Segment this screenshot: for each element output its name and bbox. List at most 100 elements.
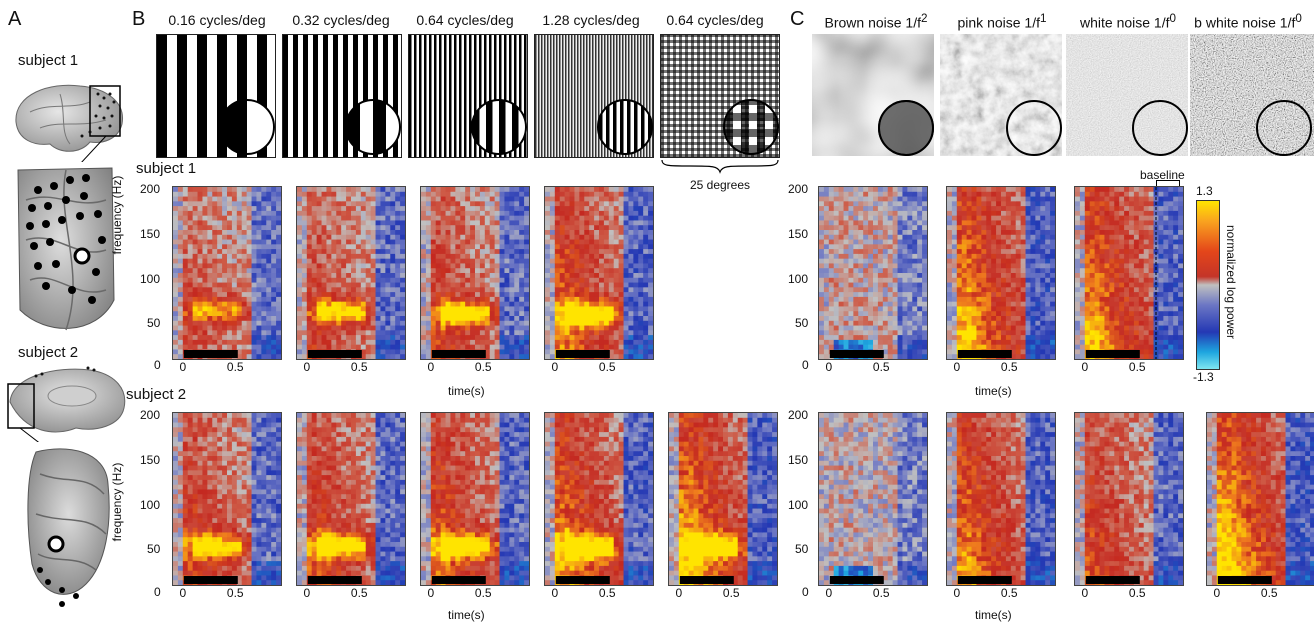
- spectrogram-cell: [207, 234, 213, 241]
- spectrogram-cell: [643, 330, 649, 336]
- spectrogram-cell: [897, 206, 904, 212]
- spectrogram-cell: [966, 320, 973, 327]
- spectrogram-cell: [202, 339, 208, 346]
- spectrogram-cell: [276, 320, 281, 327]
- spectrogram-cell: [1015, 201, 1022, 207]
- spectrogram-cell: [976, 206, 982, 212]
- spectrogram-cell: [868, 301, 874, 308]
- spectrogram-cell: [261, 349, 267, 355]
- spectrogram-cell: [564, 301, 571, 308]
- spectrogram-cell: [623, 277, 630, 284]
- spectrogram-cell: [435, 330, 442, 336]
- spectrogram-cell: [351, 191, 357, 198]
- spectrogram-cell: [966, 191, 973, 198]
- spectrogram-cell: [355, 335, 362, 341]
- spectrogram-cell: [182, 320, 189, 327]
- spectrogram-cell: [514, 201, 520, 207]
- spectrogram-cell: [843, 225, 850, 231]
- spectrogram-cell: [545, 187, 551, 193]
- spectrogram-cell: [321, 187, 328, 193]
- spectrogram-cell: [489, 220, 496, 226]
- spectrogram-cell: [494, 296, 501, 303]
- spectrogram-cell: [519, 282, 525, 288]
- spectrogram-cell: [499, 201, 506, 207]
- spectrogram-cell: [509, 234, 515, 241]
- spectrogram-cell: [301, 253, 308, 260]
- spectrogram-cell: [450, 249, 456, 255]
- spectrogram-cell: [1010, 296, 1017, 303]
- spectrogram-cell: [231, 316, 238, 322]
- spectrogram-cell: [509, 215, 515, 222]
- spectrogram-cell: [603, 244, 610, 250]
- spectrogram-cell: [956, 316, 963, 322]
- spectrogram-cell: [212, 273, 218, 279]
- spectrogram-cell: [316, 306, 323, 312]
- spectrogram-cell: [1040, 206, 1046, 212]
- spectrogram-cell: [1075, 234, 1081, 241]
- spectrogram-cell: [261, 239, 267, 245]
- spectrogram-cell: [380, 263, 386, 269]
- spectrogram-cell: [494, 301, 501, 308]
- spectrogram-cell: [227, 206, 233, 212]
- spectrogram-cell: [236, 201, 243, 207]
- spectrogram-cell: [331, 249, 337, 255]
- spectrogram-cell: [623, 344, 630, 351]
- spectrogram-cell: [207, 277, 213, 284]
- spectrogram-cell: [519, 234, 525, 241]
- spectrogram-cell: [897, 249, 904, 255]
- spectrogram-cell: [336, 225, 342, 231]
- spectrogram-cell: [365, 210, 372, 217]
- spectrogram-cell: [603, 311, 610, 317]
- spectrogram-cell: [360, 306, 367, 312]
- spectrogram-cell: [1089, 249, 1096, 255]
- spectrogram-cell: [311, 263, 318, 269]
- spectrogram-cell: [385, 325, 391, 331]
- spectrogram-cell: [355, 220, 362, 226]
- spectrogram-cell: [838, 268, 845, 274]
- spectrogram-cell: [564, 225, 571, 231]
- spectrogram-cell: [594, 196, 600, 202]
- spectrogram-cell: [504, 325, 510, 331]
- spectrogram-cell: [390, 268, 396, 274]
- spectrogram-cell: [499, 330, 506, 336]
- spectrogram-cell: [227, 215, 233, 222]
- spectrogram-cell: [494, 268, 501, 274]
- spectrogram-cell: [207, 258, 213, 265]
- spectrogram-cell: [177, 277, 184, 284]
- spectrogram-cell: [182, 187, 189, 193]
- spectrogram-cell: [271, 325, 277, 331]
- spectrogram-cell: [603, 316, 610, 322]
- spectrogram-cell: [1050, 268, 1055, 274]
- spectrogram-cell: [504, 249, 510, 255]
- spectrogram-cell: [380, 210, 386, 217]
- spectrogram-cell: [197, 263, 204, 269]
- spectrogram-cell: [475, 311, 481, 317]
- spectrogram-cell: [187, 230, 194, 236]
- spectrogram-cell: [499, 282, 506, 288]
- spectrogram-cell: [1010, 239, 1017, 245]
- spectrogram-cell: [375, 220, 382, 226]
- spectrogram-cell: [991, 191, 997, 198]
- spectrogram-cell: [475, 230, 481, 236]
- spectrogram-cell: [848, 339, 854, 346]
- spectrogram-cell: [227, 344, 233, 351]
- spectrogram-cell: [261, 296, 267, 303]
- spectrogram-cell: [848, 282, 854, 288]
- spectrogram-cell: [256, 187, 262, 193]
- spectrogram-cell: [917, 196, 923, 202]
- spectrogram-cell: [460, 301, 466, 308]
- spectrogram-cell: [549, 244, 556, 250]
- spectrogram-cell: [514, 316, 520, 322]
- spectrogram-cell: [549, 330, 556, 336]
- spectrogram-cell: [440, 263, 447, 269]
- spectrogram-cell: [1075, 316, 1081, 322]
- spectrogram-cell: [1015, 215, 1022, 222]
- spectrogram-cell: [966, 325, 973, 331]
- spectrogram-cell: [276, 316, 281, 322]
- spectrogram-cell: [202, 253, 208, 260]
- spectrogram-cell: [331, 344, 337, 351]
- spectrogram-cell: [341, 320, 347, 327]
- spectrogram-cell: [589, 325, 595, 331]
- spectrogram-cell: [902, 206, 908, 212]
- spectrogram-cell: [212, 225, 218, 231]
